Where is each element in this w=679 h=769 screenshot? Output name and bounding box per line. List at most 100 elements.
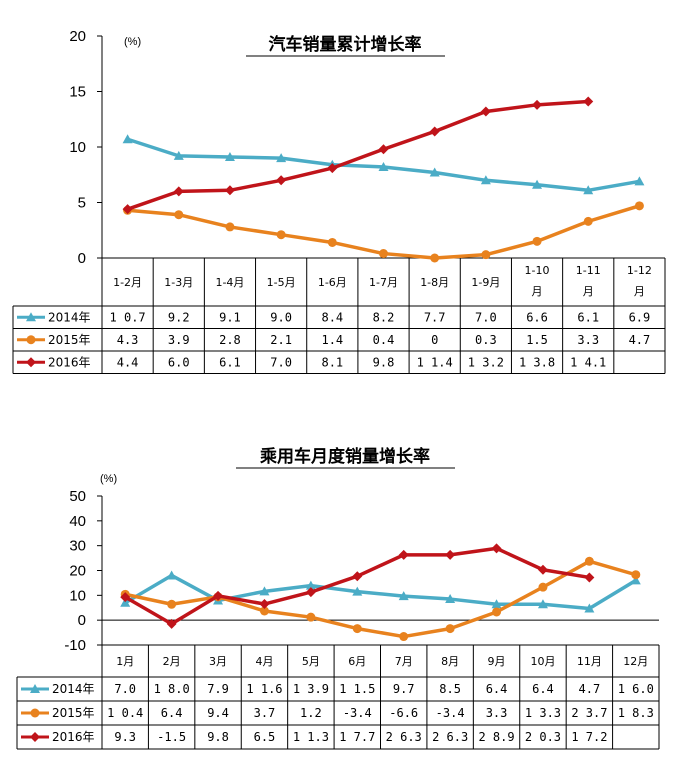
y-tick-label: 50	[69, 488, 86, 505]
y-tick-label: -10	[64, 637, 86, 654]
data-label: 6.1	[219, 355, 241, 369]
data-label: 1 7.2	[571, 730, 607, 744]
legend-marker	[30, 684, 40, 693]
category-label: 1-5月	[267, 276, 296, 289]
category-label: 1-11 月	[576, 264, 601, 298]
data-point	[327, 237, 337, 247]
category-label-text: 1-8月	[420, 276, 449, 289]
data-label: 9.4	[207, 706, 229, 720]
data-point	[537, 599, 548, 609]
data-point	[429, 126, 440, 137]
data-point	[430, 253, 440, 263]
data-point	[352, 586, 363, 596]
data-point	[532, 179, 543, 189]
data-label: 1 0.4	[107, 706, 143, 720]
category-label-text: 12月	[623, 655, 648, 668]
data-label: -3.4	[436, 706, 465, 720]
data-label: 7.0	[114, 682, 136, 696]
category-label: 6月	[348, 655, 366, 668]
data-label: 1 3.8	[519, 355, 555, 369]
category-label-text: 2月	[163, 655, 181, 668]
category-label: 9月	[488, 655, 506, 668]
data-label: 4.7	[629, 333, 651, 347]
data-point	[445, 549, 456, 560]
data-point	[276, 230, 286, 240]
data-label: 1.2	[300, 706, 322, 720]
category-label-text: 1月	[116, 655, 134, 668]
data-point	[352, 571, 363, 582]
data-label: 4.7	[579, 682, 601, 696]
data-point	[225, 222, 235, 232]
data-point	[634, 201, 644, 211]
data-label: 6.6	[526, 310, 548, 324]
data-label: 0	[431, 333, 438, 347]
category-label: 2月	[163, 655, 181, 668]
y-tick-label: 30	[69, 538, 86, 555]
series-2015年: 2015年 1 0.4 6.4 9.4 3.7 1.2 -3.4 -6.6 -3.4 3.3 1 3…	[21, 556, 654, 720]
y-tick-label: 5	[78, 195, 86, 212]
data-point	[630, 575, 641, 585]
category-label-line: 月	[532, 285, 543, 298]
series-2015年: 2015年 4.3 3.9 2.8 2.1 1.4 0.4 0 0.3 1.5 3.3 4.7	[17, 201, 651, 347]
y-tick-label: 10	[69, 587, 86, 604]
data-label: 1.5	[526, 333, 548, 347]
data-point	[305, 587, 316, 598]
data-point	[224, 185, 235, 196]
data-point	[120, 592, 131, 603]
data-point	[492, 607, 502, 617]
data-label: 6.4	[532, 682, 554, 696]
data-label: 4.3	[117, 333, 139, 347]
data-label: 2.1	[270, 333, 292, 347]
data-point	[583, 216, 593, 226]
chart-title: 汽车销量累计增长率	[269, 34, 422, 55]
data-label: 6.4	[486, 682, 508, 696]
data-label: -1.5	[157, 730, 186, 744]
category-label-text: 6月	[348, 655, 366, 668]
data-point	[584, 572, 595, 583]
category-label-text: 10月	[530, 655, 555, 668]
chart-title: 乘用车月度销量增长率	[259, 446, 430, 467]
data-label: 6.4	[161, 706, 183, 720]
chart-cumulative-sales-growth: 汽车销量累计增长率 (%) 20 15 10 5 0 1-2月 1-3月 1-4月 1-5月 1-…	[12, 28, 666, 374]
y-tick-label: 10	[69, 139, 86, 156]
data-point	[379, 249, 388, 259]
data-label: 1 4.1	[570, 355, 606, 369]
category-label-text: 11月	[577, 655, 602, 668]
data-label: 1 1.5	[339, 682, 375, 696]
unit-label: (%)	[124, 36, 141, 48]
data-label: 1 1.6	[246, 682, 282, 696]
legend-label: 2015年	[48, 333, 91, 347]
data-point	[583, 185, 594, 195]
data-point	[631, 570, 641, 580]
data-point	[445, 624, 455, 634]
data-label: 3.3	[577, 333, 599, 347]
data-point	[276, 153, 287, 163]
data-label: 4.4	[117, 355, 139, 369]
category-label: 1-3月	[164, 276, 193, 289]
data-label: -3.4	[343, 706, 372, 720]
category-label: 1-2月	[113, 276, 142, 289]
data-label: 6.1	[577, 310, 599, 324]
data-label: 1.4	[321, 333, 343, 347]
data-label: 1 0.7	[110, 310, 146, 324]
data-label: 9.1	[219, 310, 241, 324]
data-label: 3.9	[168, 333, 190, 347]
y-tick-label: 20	[69, 28, 86, 45]
legend-label: 2016年	[52, 730, 95, 744]
category-label: 1-12 月	[627, 264, 652, 298]
data-label: 2 0.3	[525, 730, 561, 744]
data-point	[173, 150, 184, 160]
series-line	[127, 99, 589, 211]
data-label: 6.5	[254, 730, 276, 744]
category-label: 7月	[395, 655, 413, 668]
series-line	[124, 559, 637, 639]
data-label: 6.9	[629, 310, 651, 324]
data-point	[481, 250, 491, 260]
data-label: 8.4	[321, 310, 343, 324]
category-label: 1-8月	[420, 276, 449, 289]
data-point	[259, 606, 269, 616]
data-label: 1 1.4	[417, 355, 453, 369]
series-2014年: 2014年 1 0.7 9.2 9.1 9.0 8.4 8.2 7.7 7.0 6.6 6.1 6.9	[17, 134, 650, 324]
data-label: -6.6	[389, 706, 418, 720]
data-point	[306, 612, 316, 622]
